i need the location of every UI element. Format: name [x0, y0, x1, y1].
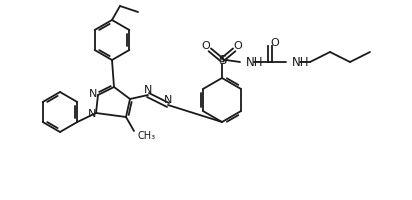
- Text: CH₃: CH₃: [138, 130, 156, 140]
- Text: O: O: [234, 41, 242, 51]
- Text: N: N: [144, 85, 152, 95]
- Text: O: O: [271, 38, 279, 48]
- Text: S: S: [218, 54, 226, 67]
- Text: O: O: [201, 41, 211, 51]
- Text: N: N: [88, 108, 96, 118]
- Text: NH: NH: [292, 56, 309, 69]
- Text: N: N: [164, 95, 172, 104]
- Text: NH: NH: [246, 56, 264, 69]
- Text: N: N: [89, 89, 97, 99]
